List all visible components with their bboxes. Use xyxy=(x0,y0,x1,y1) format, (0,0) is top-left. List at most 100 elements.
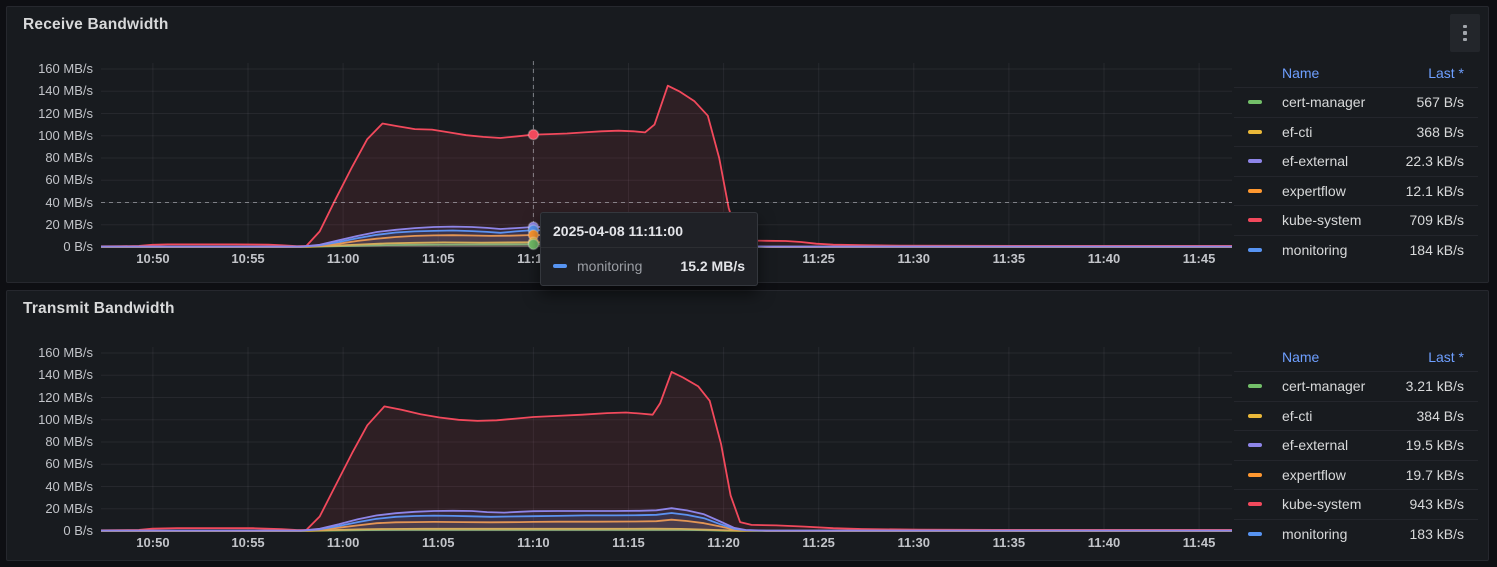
x-axis-label: 11:40 xyxy=(1087,251,1121,266)
x-axis-label: 11:40 xyxy=(1087,535,1121,550)
legend-row: kube-system 709 kB/s xyxy=(1234,205,1478,235)
tooltip-series-name: monitoring xyxy=(577,258,643,274)
series-line-ef-external xyxy=(101,507,1232,532)
legend-row: cert-manager 3.21 kB/s xyxy=(1234,371,1478,401)
y-axis-label: 140 MB/s xyxy=(38,367,93,383)
legend-last-value: 943 kB/s xyxy=(1409,496,1464,513)
y-axis-label: 160 MB/s xyxy=(38,61,93,76)
legend-series-name[interactable]: ef-cti xyxy=(1282,407,1313,424)
legend-series-name[interactable]: ef-external xyxy=(1282,153,1349,170)
legend-header-last[interactable]: Last * xyxy=(1428,349,1464,365)
x-axis-label: 11:30 xyxy=(897,251,931,266)
series-color-swatch xyxy=(1248,472,1262,477)
y-axis-label: 40 MB/s xyxy=(45,194,93,210)
series-color-swatch xyxy=(1248,100,1262,105)
tooltip-timestamp: 2025-04-08 11:11:00 xyxy=(541,213,757,248)
legend-header: Name Last * xyxy=(1234,343,1478,371)
y-axis-label: 20 MB/s xyxy=(45,500,93,516)
legend-series-name[interactable]: kube-system xyxy=(1282,212,1362,229)
y-axis-label: 140 MB/s xyxy=(38,83,93,99)
legend-header-last[interactable]: Last * xyxy=(1428,65,1464,81)
chart-tooltip: 2025-04-08 11:11:00 monitoring 15.2 MB/s xyxy=(540,212,758,286)
series-area-expertflow xyxy=(101,519,1232,531)
legend-series-name[interactable]: kube-system xyxy=(1282,496,1362,513)
legend-row: monitoring 184 kB/s xyxy=(1234,234,1478,265)
y-axis-label: 20 MB/s xyxy=(45,216,93,232)
panel-title: Transmit Bandwidth xyxy=(23,300,175,317)
legend-series-name[interactable]: ef-external xyxy=(1282,437,1349,454)
legend-last-value: 19.5 kB/s xyxy=(1405,437,1464,454)
x-axis-label: 11:05 xyxy=(421,251,455,266)
legend-series-name[interactable]: expertflow xyxy=(1282,182,1346,199)
legend-last-value: 709 kB/s xyxy=(1409,212,1464,229)
series-color-swatch xyxy=(1248,413,1262,418)
x-axis-label: 10:50 xyxy=(136,251,170,266)
series-color-swatch xyxy=(1248,188,1262,193)
legend-row: ef-external 22.3 kB/s xyxy=(1234,146,1478,176)
y-axis-label: 60 MB/s xyxy=(45,172,93,188)
x-axis-label: 11:25 xyxy=(802,535,835,550)
x-axis-label: 11:05 xyxy=(421,535,455,550)
series-line-monitoring xyxy=(101,512,1232,532)
tooltip-series-row: monitoring 15.2 MB/s xyxy=(541,248,757,285)
x-axis-label: 10:55 xyxy=(231,535,265,550)
legend-series-name[interactable]: ef-cti xyxy=(1282,123,1313,140)
x-axis-label: 11:25 xyxy=(802,251,835,266)
legend-row: ef-cti 384 B/s xyxy=(1234,400,1478,431)
panel-menu-button[interactable] xyxy=(1450,14,1480,52)
legend-series-name[interactable]: monitoring xyxy=(1282,525,1348,542)
legend-row: kube-system 943 kB/s xyxy=(1234,489,1478,519)
series-color-swatch xyxy=(1248,218,1262,223)
legend-last-value: 12.1 kB/s xyxy=(1405,182,1464,199)
series-area-ef-external xyxy=(101,508,1232,531)
y-axis-label: 100 MB/s xyxy=(38,411,93,427)
y-axis-label: 60 MB/s xyxy=(45,456,93,472)
legend-series-name[interactable]: cert-manager xyxy=(1282,94,1366,111)
legend-row: monitoring 183 kB/s xyxy=(1234,518,1478,549)
x-axis-label: 11:10 xyxy=(517,535,550,550)
series-area-monitoring xyxy=(101,513,1232,531)
y-axis-label: 0 B/s xyxy=(63,239,93,254)
legend-series-name[interactable]: monitoring xyxy=(1282,241,1348,258)
panel-title: Receive Bandwidth xyxy=(23,16,169,33)
legend-row: cert-manager 567 B/s xyxy=(1234,87,1478,117)
legend-row: expertflow 12.1 kB/s xyxy=(1234,175,1478,206)
hover-point-kube-system xyxy=(527,128,540,141)
x-axis-label: 11:30 xyxy=(897,535,931,550)
x-axis-label: 11:15 xyxy=(612,535,645,550)
series-color-swatch xyxy=(1248,531,1262,536)
legend-series-name[interactable]: cert-manager xyxy=(1282,378,1366,395)
y-axis-label: 120 MB/s xyxy=(38,105,93,121)
legend-last-value: 19.7 kB/s xyxy=(1405,466,1464,483)
legend-row: ef-cti 368 B/s xyxy=(1234,116,1478,147)
transmit-bandwidth-chart[interactable] xyxy=(101,341,1232,541)
y-axis-label: 80 MB/s xyxy=(45,150,93,165)
series-color-swatch xyxy=(1248,129,1262,134)
y-axis-label: 160 MB/s xyxy=(38,345,93,360)
y-axis-label: 40 MB/s xyxy=(45,478,93,494)
x-axis-label: 10:50 xyxy=(136,535,170,550)
x-axis-label: 11:45 xyxy=(1182,535,1216,550)
legend-table: Name Last * cert-manager 3.21 kB/s ef-cti 3… xyxy=(1234,343,1478,548)
y-axis-label: 80 MB/s xyxy=(45,434,93,449)
series-color-swatch xyxy=(1248,247,1262,252)
legend-series-name[interactable]: expertflow xyxy=(1282,466,1346,483)
y-axis-label: 0 B/s xyxy=(63,523,93,538)
x-axis-label: 11:35 xyxy=(992,251,1026,266)
x-axis-label: 10:55 xyxy=(231,251,265,266)
legend-last-value: 384 B/s xyxy=(1416,407,1464,424)
x-axis-label: 11:00 xyxy=(326,251,360,266)
x-axis-label: 11:35 xyxy=(992,535,1026,550)
tooltip-series-swatch xyxy=(553,264,567,268)
legend-last-value: 3.21 kB/s xyxy=(1405,378,1464,395)
x-axis-label: 11:20 xyxy=(707,535,740,550)
legend-header-name[interactable]: Name xyxy=(1282,65,1320,81)
series-color-swatch xyxy=(1248,159,1262,164)
panel-transmit-bandwidth: Transmit Bandwidth 0 B/s 20 MB/s 40 MB/s 60… xyxy=(6,290,1489,561)
series-color-swatch xyxy=(1248,502,1262,507)
legend-header-name[interactable]: Name xyxy=(1282,349,1320,365)
hover-point-cert-manager xyxy=(527,238,540,251)
series-color-swatch xyxy=(1248,384,1262,389)
legend-header: Name Last * xyxy=(1234,59,1478,87)
legend-row: expertflow 19.7 kB/s xyxy=(1234,459,1478,490)
